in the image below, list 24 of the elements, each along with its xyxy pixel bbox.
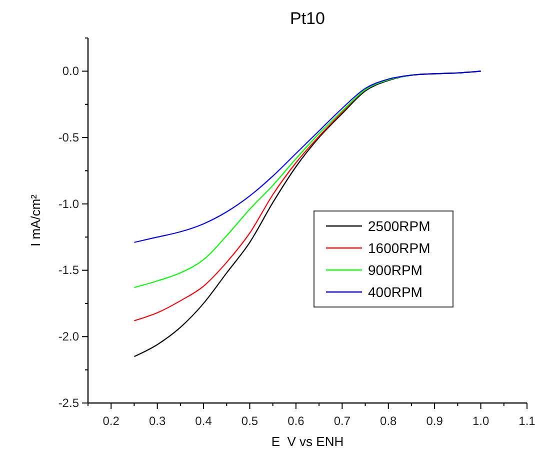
y-tick-label: 0.0 xyxy=(62,64,80,78)
x-tick-label: 1.1 xyxy=(518,414,535,428)
line-series xyxy=(134,70,482,243)
y-tick-label: -1.5 xyxy=(58,263,80,278)
y-tick-label: -0.5 xyxy=(58,130,80,144)
y-tick-label: -1.0 xyxy=(58,196,80,211)
legend-label: 1600RPM xyxy=(368,240,430,256)
x-tick-label: 0.6 xyxy=(288,414,305,428)
legend-label: 2500RPM xyxy=(368,218,430,234)
x-tick-label: 0.5 xyxy=(241,414,258,428)
x-tick-label: 0.2 xyxy=(102,414,120,428)
x-tick-label: 0.3 xyxy=(148,414,166,428)
chart-title: Pt10 xyxy=(290,9,325,28)
x-tick-label: 0.8 xyxy=(380,414,398,428)
legend-label: 900RPM xyxy=(368,262,422,278)
y-axis-title: I mA/cm² xyxy=(28,194,43,246)
y-tick-label: -2.5 xyxy=(58,396,80,410)
x-tick-label: 0.7 xyxy=(334,414,351,428)
y-tick-label: -2.0 xyxy=(58,329,80,344)
x-axis-title: E V vs ENH xyxy=(271,434,344,449)
x-tick-label: 0.9 xyxy=(426,414,444,428)
legend-label: 400RPM xyxy=(368,284,422,300)
x-tick-label: 1.0 xyxy=(472,414,490,428)
x-tick-label: 0.4 xyxy=(195,414,212,428)
